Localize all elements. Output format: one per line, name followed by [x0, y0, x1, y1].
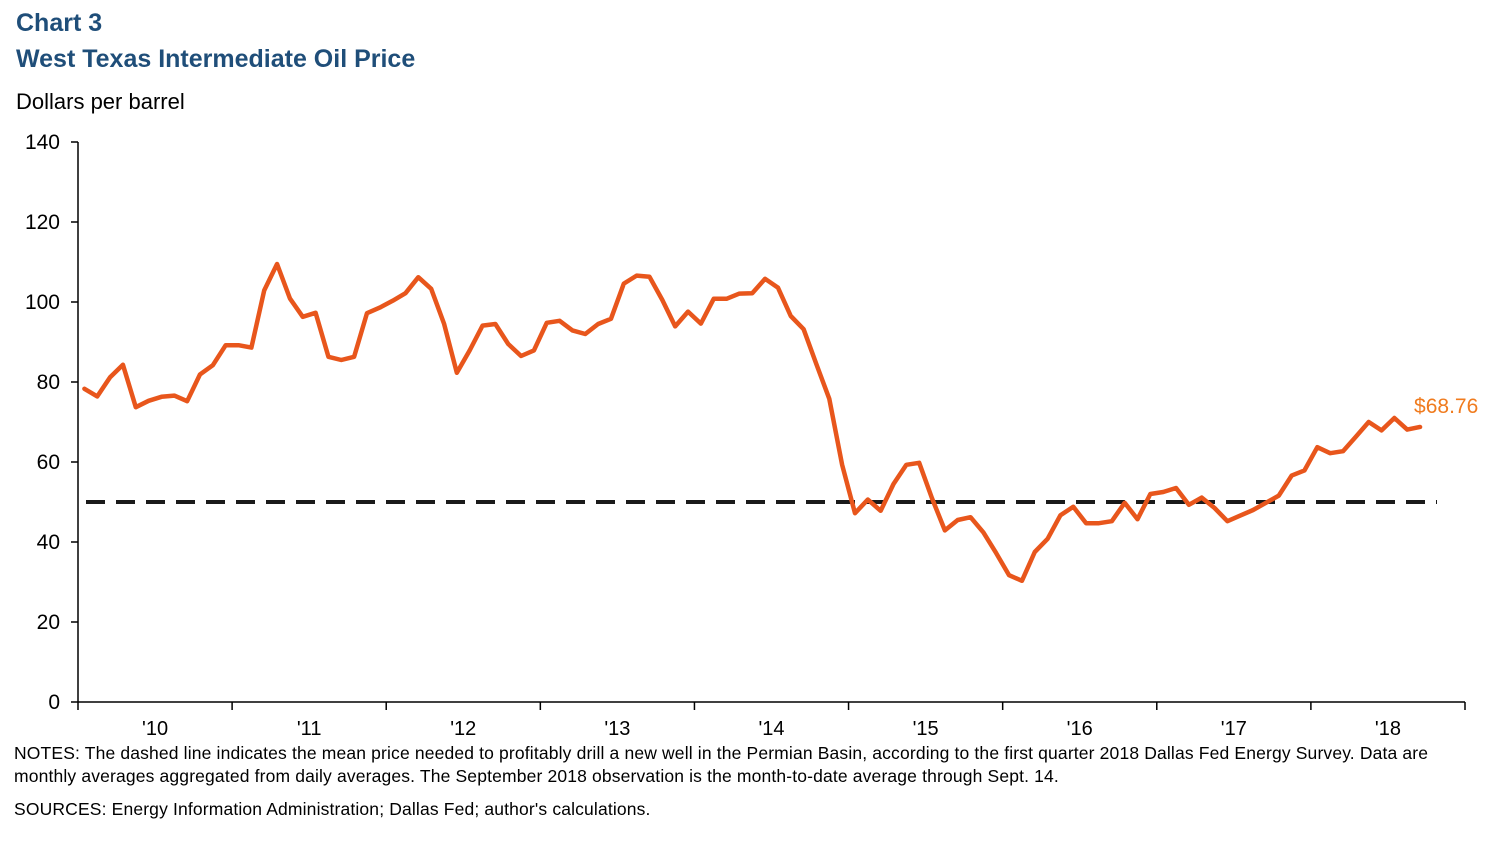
chart-label: Chart 3	[16, 9, 103, 37]
y-tick-label: 100	[25, 291, 60, 314]
chart-title: West Texas Intermediate Oil Price	[16, 45, 416, 73]
line-chart: 0 20 40 60 80 100 120 140 '10 '11 '12 '13 '14 '15 '16…	[25, 131, 1478, 740]
x-tick-label: '14	[758, 718, 784, 740]
sources-text: SOURCES: Energy Information Administrati…	[14, 799, 651, 819]
y-tick-label: 20	[37, 611, 60, 634]
x-tick-label: '11	[297, 718, 322, 740]
x-tick-label: '13	[604, 718, 630, 740]
y-axis-unit-label: Dollars per barrel	[16, 89, 185, 114]
x-tick-label: '15	[913, 718, 939, 740]
y-tick-label: 120	[25, 211, 60, 234]
y-tick-label: 40	[37, 531, 60, 554]
x-tick-label: '18	[1375, 718, 1401, 740]
x-axis: '10 '11 '12 '13 '14 '15 '16 '17 '18	[77, 701, 1466, 740]
y-axis: 0 20 40 60 80 100 120 140	[25, 131, 79, 714]
notes-text: NOTES: The dashed line indicates the mea…	[14, 743, 1429, 786]
y-tick-label: 140	[25, 131, 60, 154]
annotations: $68.76	[1414, 395, 1478, 418]
x-tick-label: '10	[142, 718, 168, 740]
y-tick-label: 60	[37, 451, 60, 474]
y-tick-label: 0	[48, 691, 60, 714]
last-value-label: $68.76	[1414, 395, 1478, 418]
series-line-wti-price	[82, 261, 1423, 584]
series-group	[82, 261, 1423, 584]
y-tick-label: 80	[37, 371, 60, 394]
x-tick-label: '16	[1067, 718, 1093, 740]
x-tick-label: '17	[1221, 718, 1247, 740]
x-tick-label: '12	[450, 718, 476, 740]
